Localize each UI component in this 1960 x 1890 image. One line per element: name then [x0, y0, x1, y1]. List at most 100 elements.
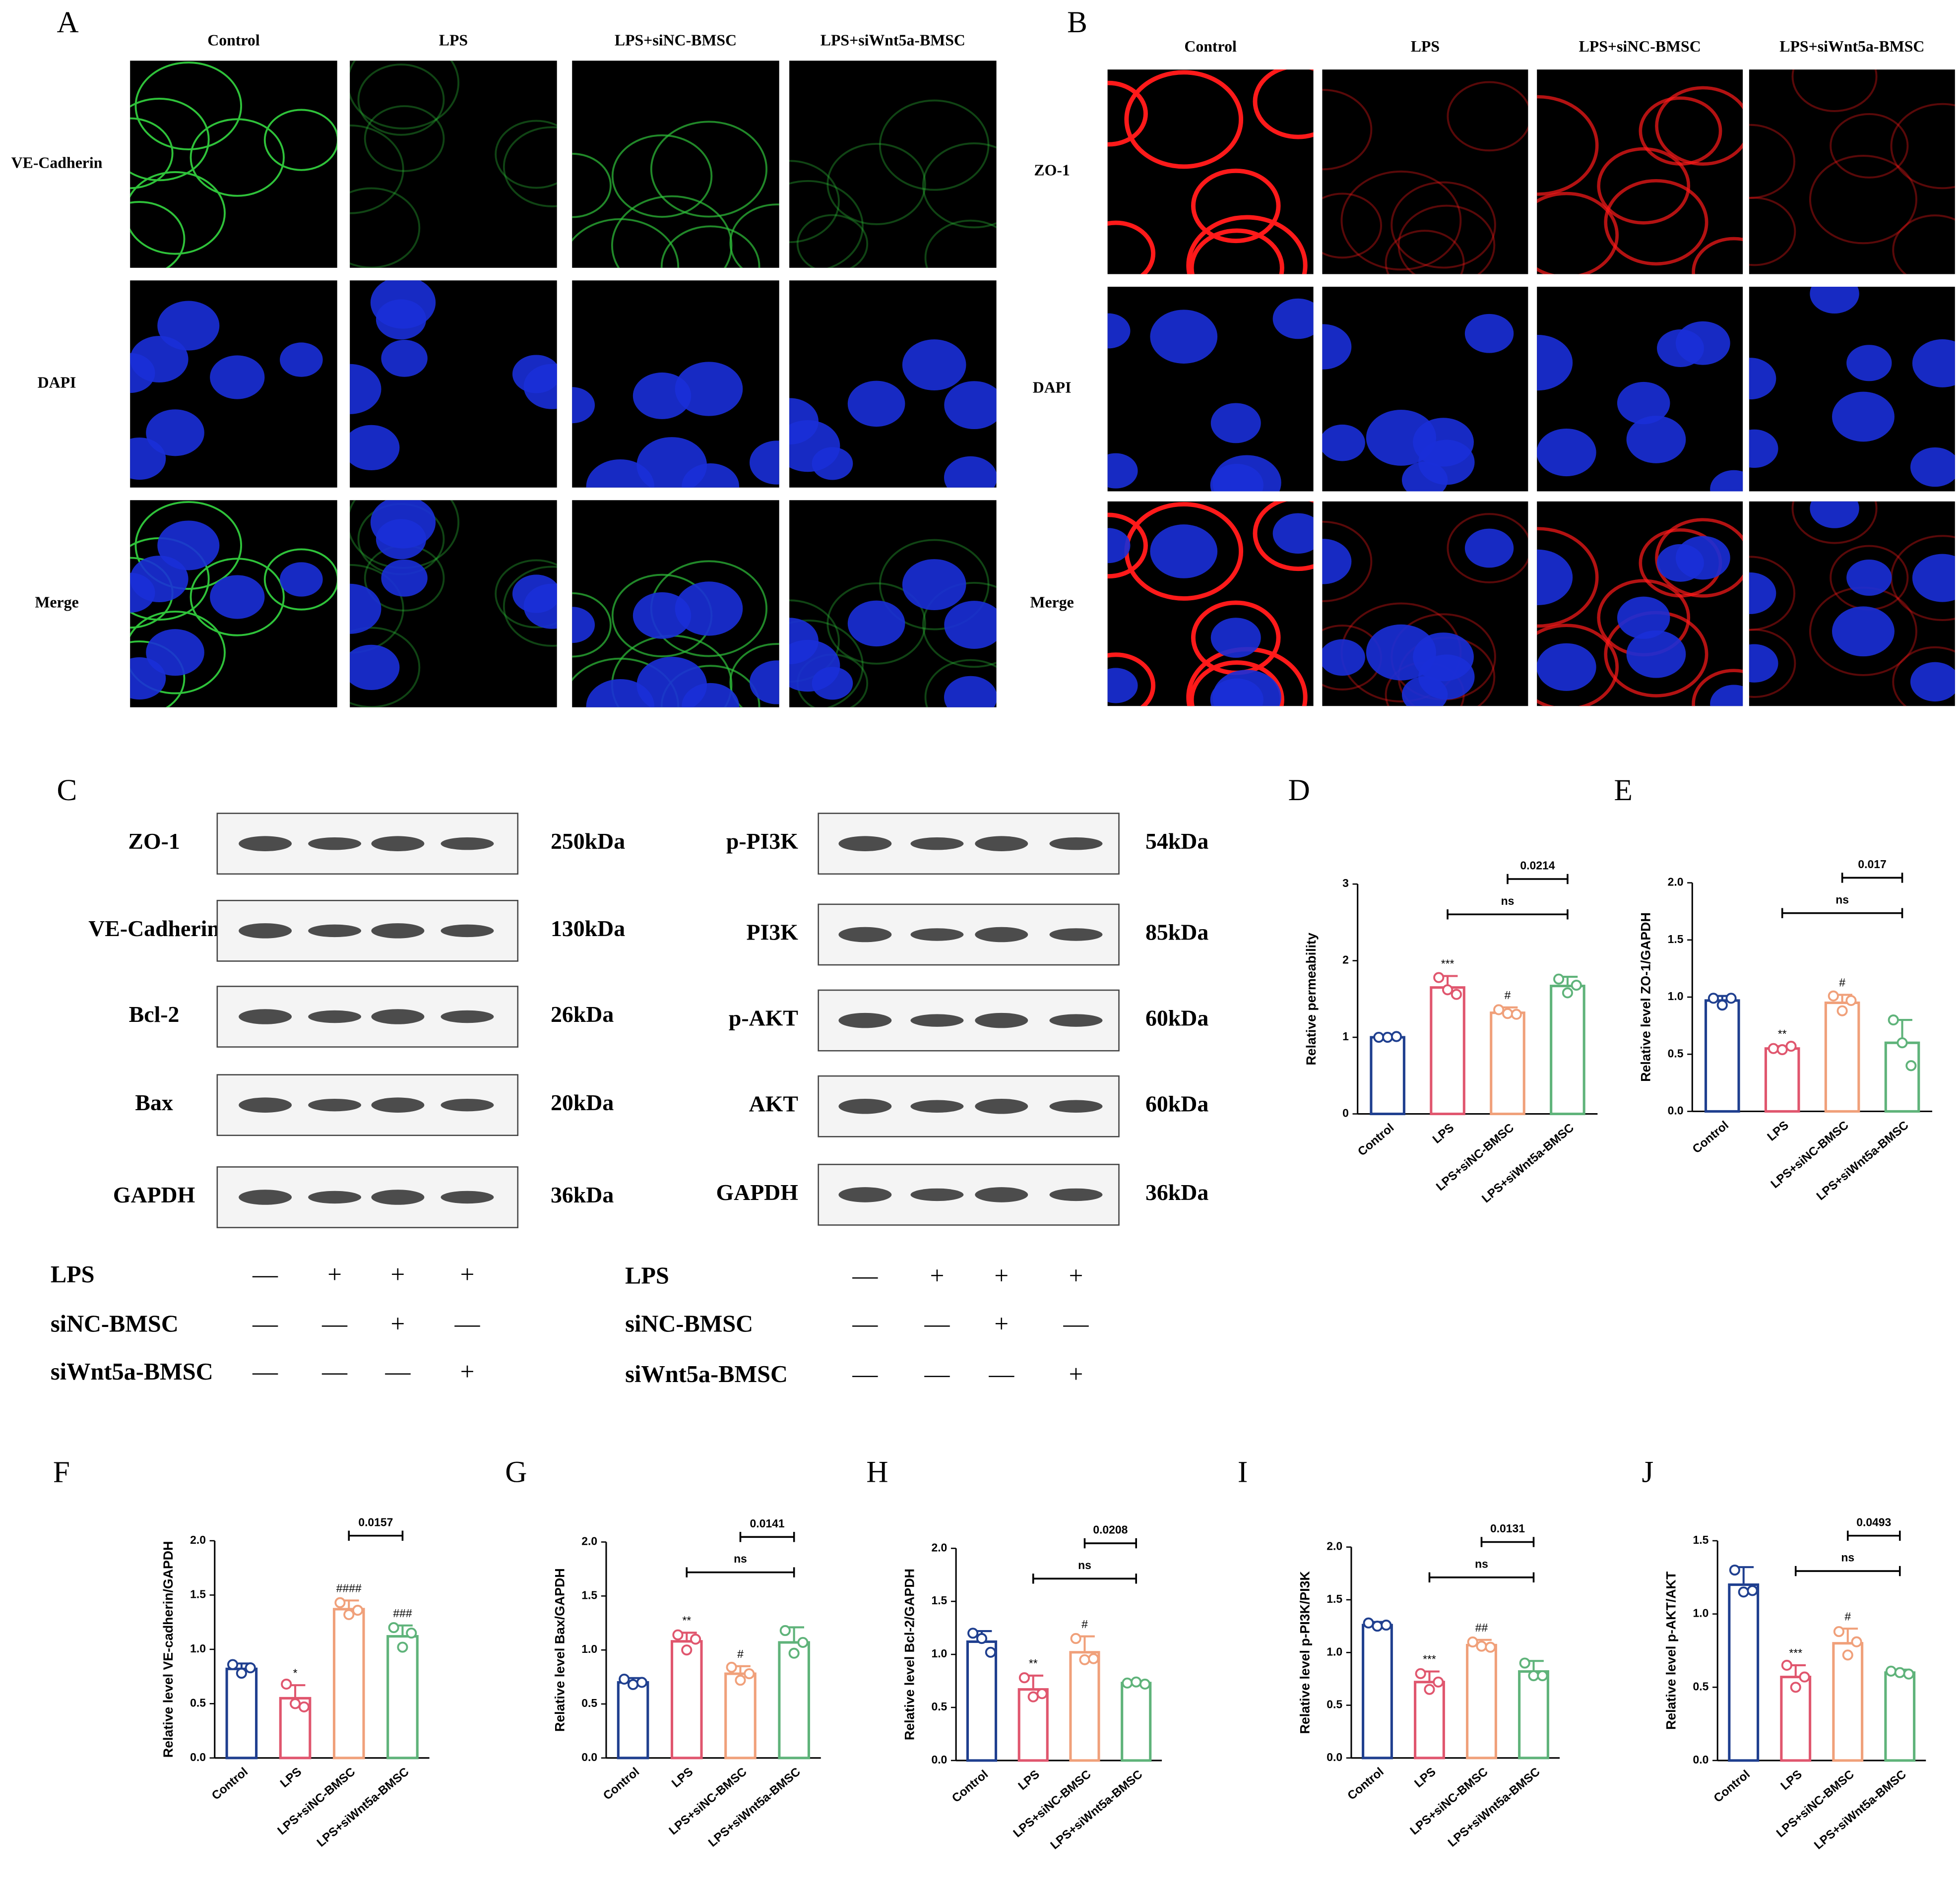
- nucleus: [350, 364, 381, 414]
- data-point: [245, 1662, 256, 1674]
- row-label: DAPI: [38, 374, 76, 391]
- treatment-mark: —: [321, 1310, 348, 1338]
- data-point: [1842, 1649, 1853, 1661]
- micrograph-bg: [789, 61, 997, 268]
- nucleus: [1150, 310, 1218, 364]
- stain: [495, 559, 557, 629]
- stain: [1791, 501, 1878, 544]
- micrograph: [1322, 287, 1528, 492]
- nucleus: [572, 607, 595, 643]
- data-point: [1851, 1636, 1862, 1647]
- y-tick-label: 0.0: [190, 1751, 206, 1764]
- comparison-label: 0.0493: [1856, 1515, 1891, 1528]
- nucleus: [944, 456, 997, 488]
- micrograph-content: [130, 301, 323, 480]
- data-point: [1781, 1659, 1792, 1671]
- significance: **: [1778, 1027, 1787, 1040]
- panel-letter: E: [1614, 774, 1632, 807]
- data-point: [1381, 1619, 1392, 1631]
- y-tick-label: 1.5: [1327, 1592, 1342, 1605]
- bar: [617, 1681, 649, 1760]
- significance: #: [737, 1647, 744, 1660]
- band: [1049, 1100, 1103, 1113]
- data-point: [1036, 1688, 1048, 1700]
- nucleus: [1710, 470, 1743, 492]
- data-point: [1467, 1636, 1478, 1648]
- nucleus: [146, 409, 204, 456]
- data-point: [1433, 1676, 1444, 1688]
- significance: ##: [1475, 1621, 1488, 1634]
- band: [441, 1098, 494, 1112]
- y-tick-label: 1.0: [1693, 1607, 1709, 1620]
- treatment-label: LPS: [51, 1261, 95, 1288]
- nucleus: [675, 362, 743, 416]
- bar: [724, 1672, 757, 1760]
- treatment-mark: +: [391, 1261, 405, 1289]
- stain: [1322, 520, 1373, 602]
- treatment-mark: —: [852, 1262, 878, 1290]
- nucleus: [210, 575, 265, 619]
- treatment-mark: +: [930, 1262, 945, 1290]
- y-tick-label: 2: [1342, 953, 1349, 966]
- x-tick-label: LPS: [1765, 1119, 1791, 1144]
- comparison-label: ns: [1475, 1557, 1488, 1570]
- stain: [1791, 69, 1878, 112]
- data-point: [797, 1637, 809, 1648]
- micrograph-content: [350, 500, 557, 707]
- data-point: [1897, 1037, 1908, 1049]
- nucleus: [157, 520, 220, 570]
- band: [1049, 1014, 1103, 1027]
- significance: #: [1839, 976, 1845, 989]
- significance: #: [1505, 989, 1511, 1002]
- band: [1049, 928, 1103, 941]
- micrograph-content: [1107, 298, 1314, 492]
- nucleus: [1464, 314, 1514, 353]
- band: [308, 1191, 362, 1204]
- stain: [263, 548, 337, 611]
- treatment-mark: —: [384, 1358, 411, 1386]
- data-point: [1707, 993, 1719, 1004]
- data-point: [976, 1633, 988, 1644]
- y-axis-label: Relative level p-AKT/AKT: [1664, 1571, 1679, 1730]
- y-tick-label: 1.0: [581, 1642, 597, 1655]
- bar: [1490, 1011, 1525, 1116]
- protein-label: AKT: [749, 1091, 798, 1117]
- nucleus: [1910, 662, 1955, 702]
- x-tick-label: LPS: [1778, 1767, 1805, 1793]
- micrograph: [789, 61, 997, 268]
- stain: [1397, 204, 1496, 274]
- stain: [1655, 518, 1743, 598]
- micrograph: [1749, 287, 1955, 492]
- data-point: [1476, 1640, 1487, 1652]
- micrograph-content: [350, 61, 557, 268]
- band: [975, 836, 1028, 851]
- micrograph-content: [789, 99, 997, 268]
- stain: [1692, 669, 1743, 706]
- nucleus: [210, 355, 265, 399]
- micrograph: [572, 61, 779, 268]
- treatment-mark: —: [252, 1358, 278, 1386]
- nucleus: [789, 639, 840, 692]
- treatment-label: siNC-BMSC: [51, 1311, 179, 1337]
- x-tick-label: Control: [949, 1767, 991, 1805]
- x-tick-label: LPS+siWnt5a-BMSC: [706, 1765, 803, 1849]
- bar: [1466, 1643, 1497, 1760]
- data-point: [690, 1634, 701, 1645]
- stain: [1830, 113, 1909, 179]
- treatment-mark: —: [924, 1310, 950, 1338]
- comparison-label: ns: [734, 1552, 747, 1565]
- nucleus: [1322, 324, 1352, 370]
- row-label: VE-Cadherin: [11, 154, 103, 171]
- nucleus: [1749, 429, 1778, 468]
- significance: ####: [336, 1582, 362, 1595]
- micrograph-content: [1749, 69, 1955, 274]
- stain: [1189, 228, 1284, 274]
- stain: [572, 153, 612, 218]
- data-point: [1079, 1654, 1090, 1665]
- nucleus: [750, 660, 779, 704]
- micrograph: [1537, 69, 1743, 274]
- stain: [879, 99, 990, 191]
- stain: [1655, 86, 1743, 166]
- nucleus: [280, 562, 323, 597]
